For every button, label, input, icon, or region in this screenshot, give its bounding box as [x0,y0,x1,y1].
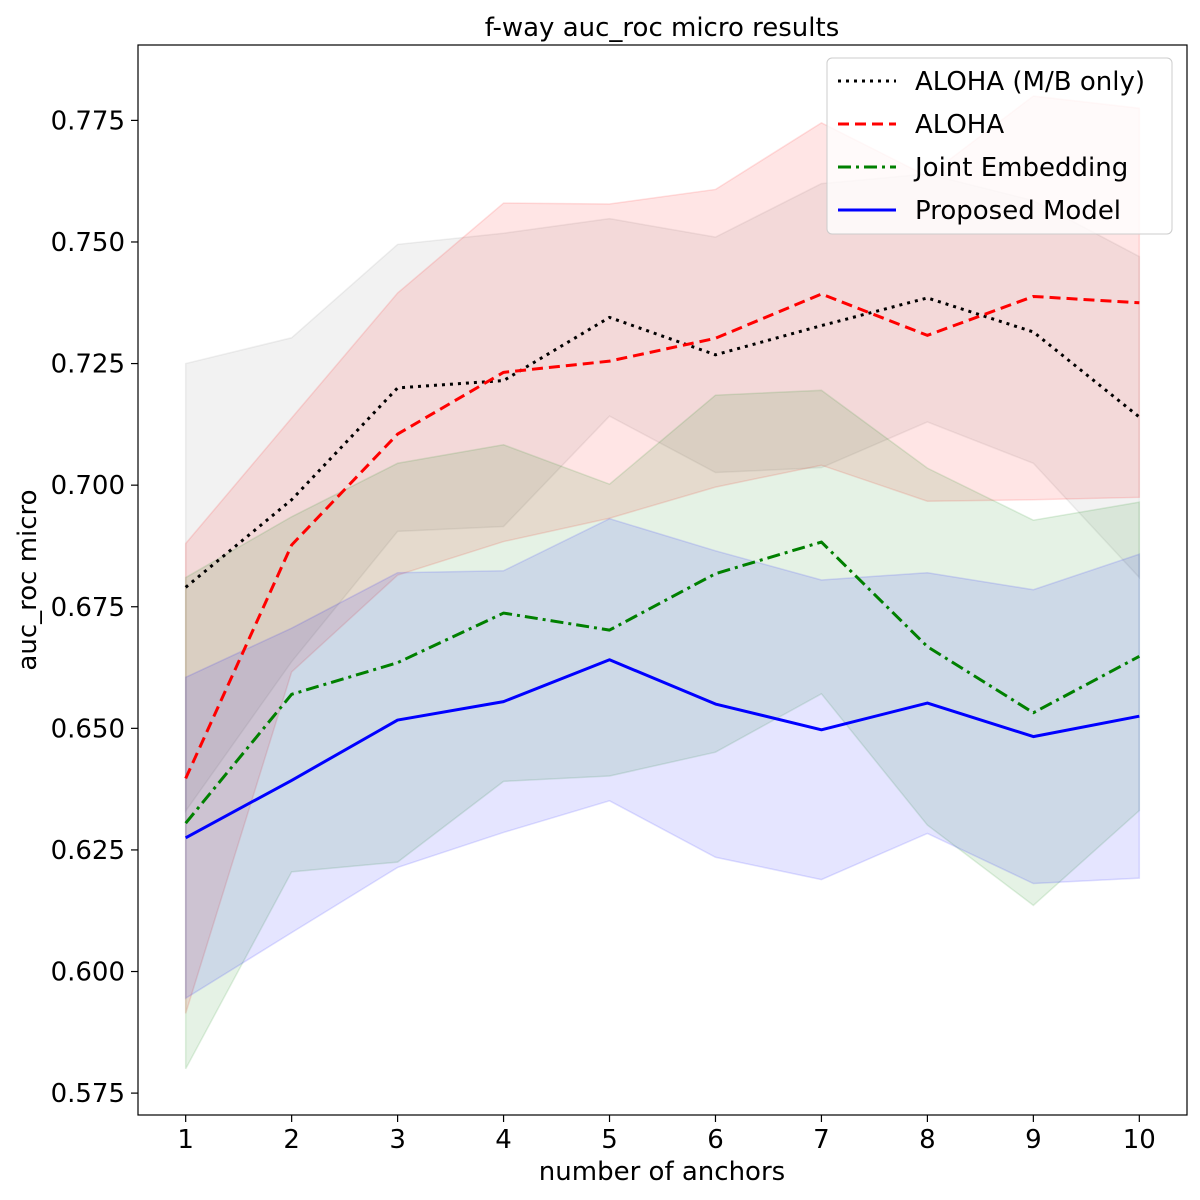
y-axis: 0.575 0.600 0.625 0.650 0.675 0.700 0.725 0.750… [51,106,138,1109]
legend-label-aloha: ALOHA [915,110,1004,140]
plot-frame [137,44,1188,1116]
series-line-aloha [184,292,1140,780]
y-axis-title: auc_roc micro [13,489,43,670]
y-tick-label: 0.725 [51,350,125,380]
legend-label-aloha-m-b-only: ALOHA (M/B only) [915,67,1145,97]
legend: ALOHA (M/B only) ALOHA Joint Embedding Prop… [826,57,1173,235]
x-axis: 1 2 3 4 5 6 7 8 9 10 [177,1115,1156,1155]
band-proposed-model [184,517,1141,1000]
band-joint-embedding [184,389,1141,1070]
y-tick-label: 0.675 [51,593,125,623]
y-tick-label: 0.700 [51,471,125,501]
x-tick-label: 10 [1123,1125,1156,1155]
legend-label-joint-embedding: Joint Embedding [913,153,1128,183]
y-tick-label: 0.650 [51,714,125,744]
band-aloha-m-b-only [184,173,1141,814]
x-tick-label: 7 [813,1125,830,1155]
y-tick-label: 0.775 [51,106,125,136]
x-axis-title: number of anchors [539,1157,785,1187]
x-tick-label: 6 [707,1125,724,1155]
x-tick-label: 8 [919,1125,936,1155]
confidence-bands [184,95,1141,1070]
chart-title: f-way auc_roc micro results [485,13,840,43]
series-line-aloha-m-b-only [184,296,1141,589]
y-tick-label: 0.600 [51,958,125,988]
x-tick-label: 1 [177,1125,194,1155]
y-tick-label: 0.625 [51,836,125,866]
legend-box [826,57,1173,235]
x-tick-label: 3 [389,1125,406,1155]
y-tick-label: 0.575 [51,1079,125,1109]
x-tick-label: 4 [495,1125,512,1155]
band-aloha [184,95,1141,1014]
legend-label-proposed-model: Proposed Model [915,196,1121,226]
series-line-proposed-model [184,658,1140,840]
x-tick-label: 9 [1025,1125,1042,1155]
series-lines [184,292,1141,840]
y-tick-label: 0.750 [51,228,125,258]
x-tick-label: 2 [283,1125,300,1155]
x-tick-label: 5 [601,1125,618,1155]
series-line-joint-embedding [184,540,1141,825]
